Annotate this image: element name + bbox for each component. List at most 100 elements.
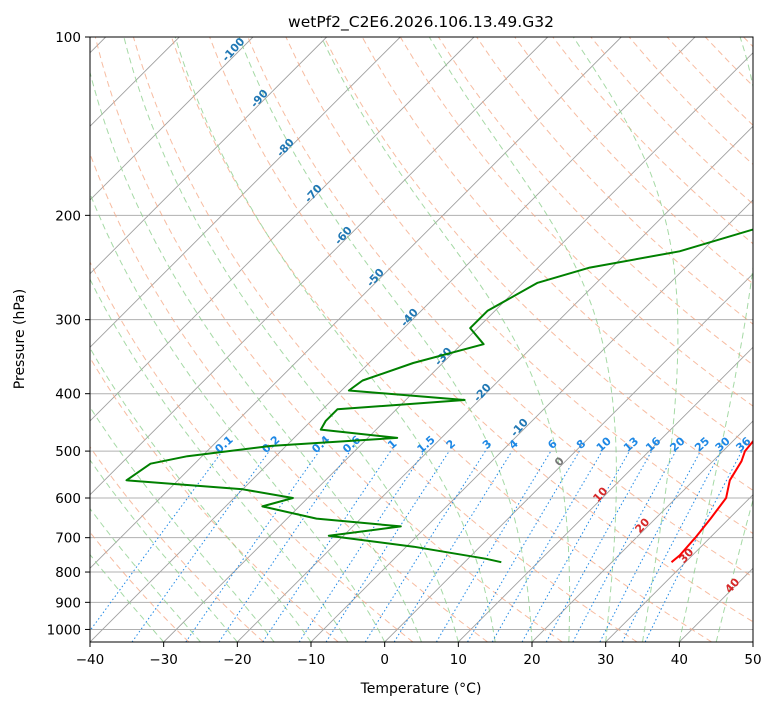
mixing-ratio-line [435,450,552,642]
moist-adiabat-line [238,37,533,642]
moist-adiabat-line [90,507,201,642]
isotherm-line [457,346,753,642]
moist-adiabat-line [90,553,165,642]
mixing-ratio-label: 8 [574,437,588,452]
temperature-line [670,439,753,563]
mixing-ratio-line [218,450,351,642]
dry-adiabat-line [94,37,563,642]
y-tick-label: 600 [55,491,81,507]
moist-adiabat-line [90,70,422,642]
x-axis-label: Temperature (°C) [360,681,482,697]
y-tick-label: 400 [55,387,81,403]
adiabat-label: -60 [332,224,355,248]
mixing-ratio-label: 6 [545,437,560,452]
moist-adiabat-line [428,37,617,642]
y-tick-label: 900 [55,595,81,611]
y-tick-label: 700 [55,531,81,547]
sounding-series [125,228,753,564]
isotherm-line [90,37,696,642]
moist-adiabat-line [90,406,275,642]
isotherm-line [310,199,753,642]
x-tick-label: −20 [223,652,252,668]
adiabat-label: -80 [274,136,297,160]
adiabat-label: -10 [508,416,531,440]
x-tick-label: 30 [597,652,614,668]
dry-adiabat-line [552,37,753,245]
x-tick-label: −10 [297,652,326,668]
isotherm-line [605,494,753,642]
moist-adiabat-line [174,37,496,642]
moist-adiabat-line [90,192,386,642]
mixing-ratio-line [393,450,513,642]
isotherm-line [90,37,622,569]
dewpoint-line [125,228,753,564]
isotherm-line [90,37,549,496]
y-tick-label: 200 [55,208,81,224]
adiabat-label: -90 [248,87,271,111]
dry-adiabat-line [209,37,753,623]
mixing-ratio-line [262,450,392,642]
adiabat-label: -70 [302,182,325,206]
isotherm-line [90,37,254,201]
isotherm-line [236,125,753,642]
dry-adiabat-line [171,37,712,642]
y-tick-label: 100 [55,30,81,46]
adiabat-label: 20 [632,515,652,535]
mixing-ratio-line [131,450,270,642]
dry-adiabat-line [476,37,753,325]
isotherm-line [90,37,475,422]
x-tick-label: −40 [76,652,105,668]
dry-adiabat-line [90,152,488,642]
mixing-ratio-line [521,450,630,642]
moist-adiabat-line [90,347,312,642]
dry-adiabat-line [90,531,190,642]
isotherm-line [678,567,753,642]
mixing-ratio-line [325,450,450,642]
isotherm-line [90,37,401,348]
adiabat-label: -100 [219,35,247,64]
moist-adiabat-line [90,278,349,642]
dry-adiabat-line [437,37,753,366]
y-tick-label: 1000 [47,622,81,638]
x-tick-label: −30 [149,652,178,668]
y-tick-label: 800 [55,565,81,581]
dry-adiabat-line [323,37,753,491]
x-tick-label: 10 [450,652,467,668]
mixing-ratio-label: 3 [480,437,494,452]
isotherm-line [531,420,753,642]
y-tick-label: 300 [55,313,81,329]
dry-adiabat-line [132,37,638,642]
dry-adiabat-line [743,37,753,48]
moist-adiabat-line [320,37,571,642]
mixing-ratio-label: 4 [507,437,522,452]
background-lines [90,37,753,642]
dry-adiabat-line [285,37,753,535]
mixing-ratio-label: 1.5 [415,433,438,456]
mixing-ratio-line [572,450,677,642]
x-tick-label: 40 [671,652,688,668]
mixing-ratio-label: 2 [444,437,458,452]
x-tick-label: 50 [744,652,761,668]
isotherm-line [384,273,753,642]
moist-adiabat-line [715,497,753,642]
mixing-ratio-line [364,450,486,642]
mixing-ratio-line [644,450,743,642]
isotherm-line [163,52,753,642]
adiabat-label: 40 [722,575,742,595]
dry-adiabat-line [90,260,414,642]
y-axis-label: Pressure (hPa) [12,289,28,389]
dry-adiabat-line [514,37,753,285]
dry-adiabat-line [90,356,339,642]
x-axis: −40 −30 −20 −10 0 10 20 30 40 50 [76,642,762,668]
isotherm-line [90,37,328,275]
y-tick-label: 500 [55,444,81,460]
chart-title: wetPf2_C2E6.2026.106.13.49.G32 [288,13,554,32]
moist-adiabat-line [678,37,753,642]
moist-adiabat-line [123,37,459,642]
adiabat-label: 0 [552,454,567,469]
mixing-ratio-line [298,450,425,642]
moist-adiabat-line [572,37,679,642]
isotherm-line [752,641,753,642]
mixing-ratio-line [90,450,223,632]
adiabat-label: 10 [590,484,610,504]
